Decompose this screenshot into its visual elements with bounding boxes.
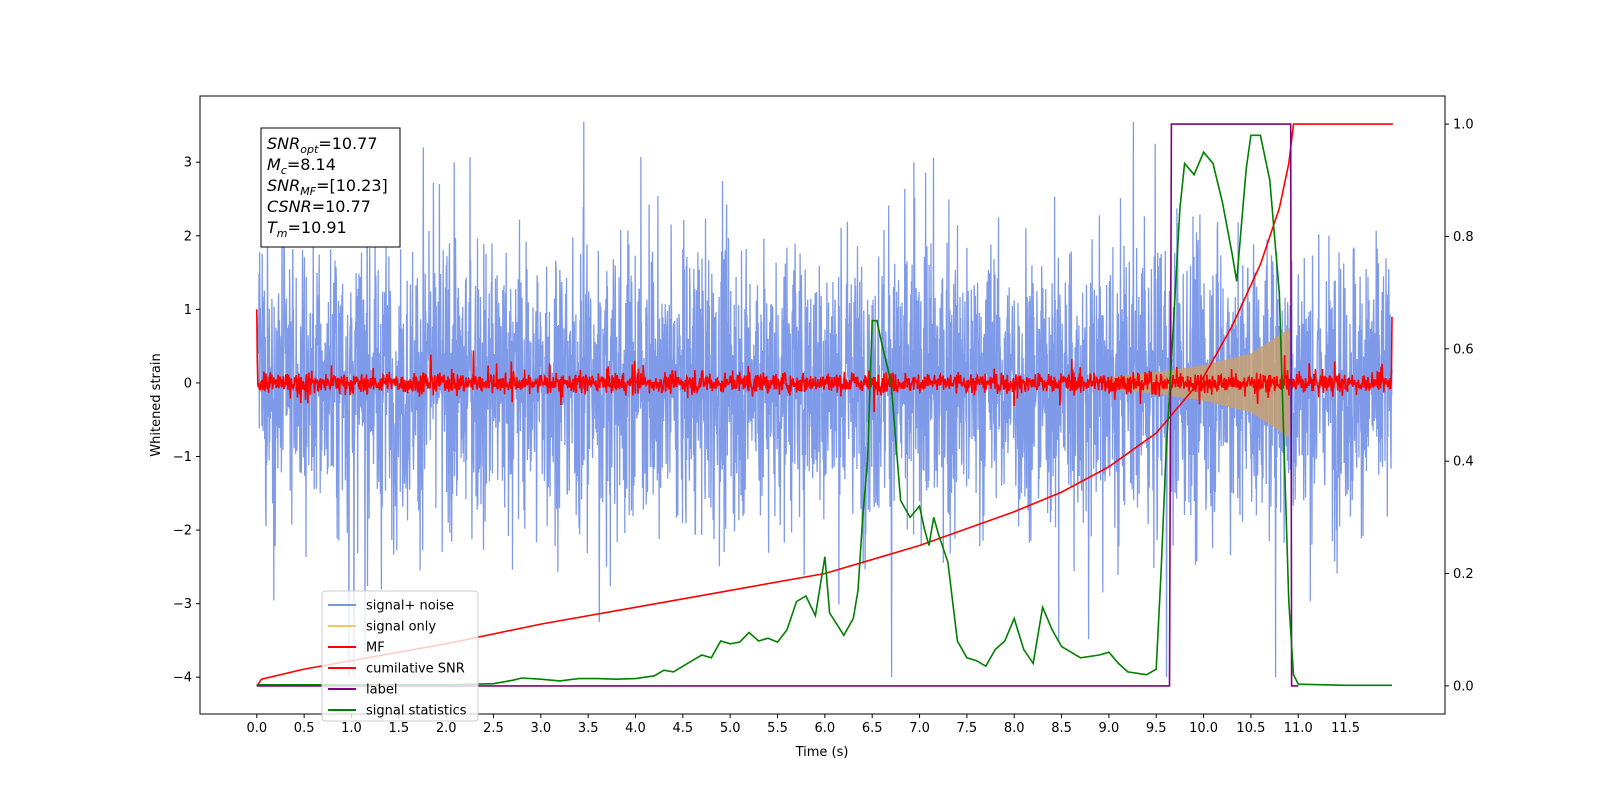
x-tick-label: 10.0 [1189, 721, 1218, 736]
x-tick-label: 3.0 [530, 721, 551, 736]
x-tick-label: 0.0 [246, 721, 267, 736]
x-tick-label: 7.0 [909, 721, 930, 736]
x-tick-label: 8.0 [1004, 721, 1025, 736]
legend-label: MF [366, 641, 385, 656]
legend: signal+ noise signal only MF cumilative SNR… [321, 590, 479, 722]
y-tick-label: 0 [184, 376, 192, 391]
annotation-line: SNRopt=10.77 [267, 134, 378, 156]
annotation-line: Tm=10.91 [267, 218, 347, 240]
legend-frame [321, 590, 479, 722]
y-axis-right: 1.0 0.8 0.6 0.4 0.2 0.0 [1445, 118, 1474, 694]
x-tick-label: 5.0 [720, 721, 741, 736]
y-tick-label: −2 [173, 524, 192, 539]
y2-tick-label: 0.2 [1453, 567, 1474, 582]
x-tick-label: 4.0 [625, 721, 646, 736]
y-axis-label: Whitened strain [149, 353, 164, 456]
annotation-line: SNRMF=[10.23] [267, 176, 388, 198]
series-signal-noise [256, 121, 1393, 678]
x-tick-label: 9.5 [1146, 721, 1167, 736]
y2-tick-label: 0.0 [1453, 679, 1474, 694]
x-tick-label: 8.5 [1051, 721, 1072, 736]
x-tick-label: 7.5 [957, 721, 978, 736]
annotation-frame [260, 127, 401, 248]
y-tick-label: −3 [173, 597, 192, 612]
y-axis-left: 3 2 1 0 −1 −2 −3 −4 [173, 156, 200, 686]
x-tick-label: 11.5 [1331, 721, 1360, 736]
x-tick-label: 3.5 [578, 721, 599, 736]
legend-label: signal statistics [366, 704, 467, 719]
x-tick-label: 11.0 [1284, 721, 1313, 736]
series-label [256, 123, 1299, 687]
x-tick-label: 0.5 [294, 721, 315, 736]
x-tick-label: 5.5 [767, 721, 788, 736]
x-tick-label: 6.5 [862, 721, 883, 736]
annotation-line: CSNR=10.77 [267, 197, 371, 216]
x-axis: 0.0 0.5 1.0 1.5 2.0 2.5 3.0 3.5 4.0 4.5 5.0 5.5 6.0 6… [246, 714, 1360, 736]
y-tick-label: −4 [173, 671, 192, 686]
annotation-line: Mc=8.14 [267, 155, 336, 177]
x-tick-label: 2.5 [483, 721, 504, 736]
y2-tick-label: 1.0 [1453, 118, 1474, 133]
x-axis-label: Time (s) [795, 745, 849, 760]
legend-label: signal only [366, 620, 436, 635]
x-tick-label: 10.5 [1236, 721, 1265, 736]
series-signal-statistics [256, 134, 1392, 687]
y-tick-label: −1 [173, 450, 192, 465]
x-tick-label: 9.0 [1099, 721, 1120, 736]
x-tick-label: 1.5 [388, 721, 409, 736]
legend-label: signal+ noise [366, 599, 454, 614]
y-tick-label: 1 [184, 303, 192, 318]
x-tick-label: 4.5 [673, 721, 694, 736]
series-mf [256, 309, 1393, 413]
stats-annotation-box: SNRopt=10.77Mc=8.14SNRMF=[10.23]CSNR=10.… [260, 127, 401, 248]
y-tick-label: 3 [184, 156, 192, 171]
y2-tick-label: 0.4 [1453, 455, 1474, 470]
legend-label: cumilative SNR [366, 662, 465, 677]
x-tick-label: 1.0 [341, 721, 362, 736]
plot-frame [199, 95, 1446, 715]
y-tick-label: 2 [184, 229, 192, 244]
y2-tick-label: 0.8 [1453, 230, 1474, 245]
y2-tick-label: 0.6 [1453, 342, 1474, 357]
legend-label: label [366, 683, 397, 698]
x-tick-label: 6.0 [815, 721, 836, 736]
x-tick-label: 2.0 [436, 721, 457, 736]
